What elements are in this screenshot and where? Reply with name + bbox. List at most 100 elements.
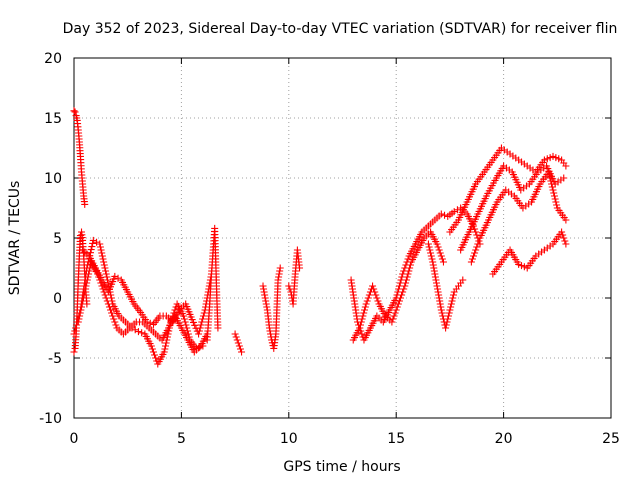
data-marks [70,107,570,368]
data-point [552,198,560,206]
data-point [88,243,96,251]
data-point [184,327,192,335]
x-tick-label: 20 [495,431,513,447]
data-point [369,282,377,290]
data-point [475,237,483,245]
data-point [560,174,568,182]
data-point [199,315,207,323]
data-point [467,258,475,266]
data-point [357,318,365,326]
data-point [85,270,93,278]
data-point [433,240,441,248]
data-point [84,273,92,281]
data-point [102,294,110,302]
grid [74,58,611,418]
data-point [361,303,369,311]
data-point [108,309,116,317]
data-point [363,297,371,305]
data-point [162,342,170,350]
data-point [447,303,455,311]
data-point [134,328,142,336]
data-point [76,309,84,317]
data-point [365,291,373,299]
data-point [403,273,411,281]
data-point [390,312,398,320]
data-point [81,285,89,293]
data-point [104,300,112,308]
data-point [148,345,156,353]
data-point [85,267,93,275]
data-point [428,255,436,263]
data-point [435,246,443,254]
data-point [427,252,435,260]
data-point [561,237,569,245]
data-point [160,348,168,356]
data-point [547,177,555,185]
data-point [371,288,379,296]
data-point [442,321,450,329]
data-point [474,240,482,248]
data-point [560,234,568,242]
data-point [400,285,408,293]
data-point [131,326,139,334]
data-point [437,210,445,218]
data-point [426,246,434,254]
data-point [471,249,479,257]
data-point [180,315,188,323]
data-point [198,318,206,326]
data-point [425,243,433,251]
data-point [449,291,457,299]
axis-ticks: 0 5 10 15 20 25 -10 -5 0 5 10 15 20 [39,51,620,447]
data-point [550,189,558,197]
data-point [424,240,432,248]
data-point [558,228,566,236]
data-point [149,348,157,356]
data-point [214,324,222,332]
data-point [182,321,190,329]
data-point [356,324,364,332]
data-point [77,306,85,314]
data-point [76,312,84,320]
data-point [427,249,435,257]
data-point [559,231,567,239]
data-point [459,276,467,284]
data-point [549,186,557,194]
data-point [402,279,410,287]
data-point [146,319,154,327]
data-point [79,297,87,305]
y-tick-label: 10 [44,171,62,187]
data-point [437,252,445,260]
data-point [404,255,412,263]
data-point [81,288,89,296]
data-point [374,297,382,305]
x-tick-label: 15 [387,431,405,447]
data-point [75,315,83,323]
data-point [405,267,413,275]
data-point [296,264,304,272]
data-point [439,258,447,266]
data-point [195,330,203,338]
data-point [78,300,86,308]
data-point [99,255,107,263]
data-point [395,297,403,305]
data-point [447,300,455,308]
y-tick-label: 15 [44,111,62,127]
data-point [195,327,203,335]
data-point [79,294,87,302]
data-point [161,345,169,353]
data-point [105,303,113,311]
data-point [235,342,243,350]
y-tick-label: 20 [44,51,62,67]
data-point [551,195,559,203]
data-point [445,309,453,317]
data-point [196,324,204,332]
data-point [152,354,160,362]
x-tick-label: 0 [70,431,79,447]
data-point [399,288,407,296]
data-point [562,216,570,224]
data-point [180,312,188,320]
data-point [147,342,155,350]
x-tick-label: 25 [602,431,620,447]
x-axis-label: GPS time / hours [283,459,400,475]
